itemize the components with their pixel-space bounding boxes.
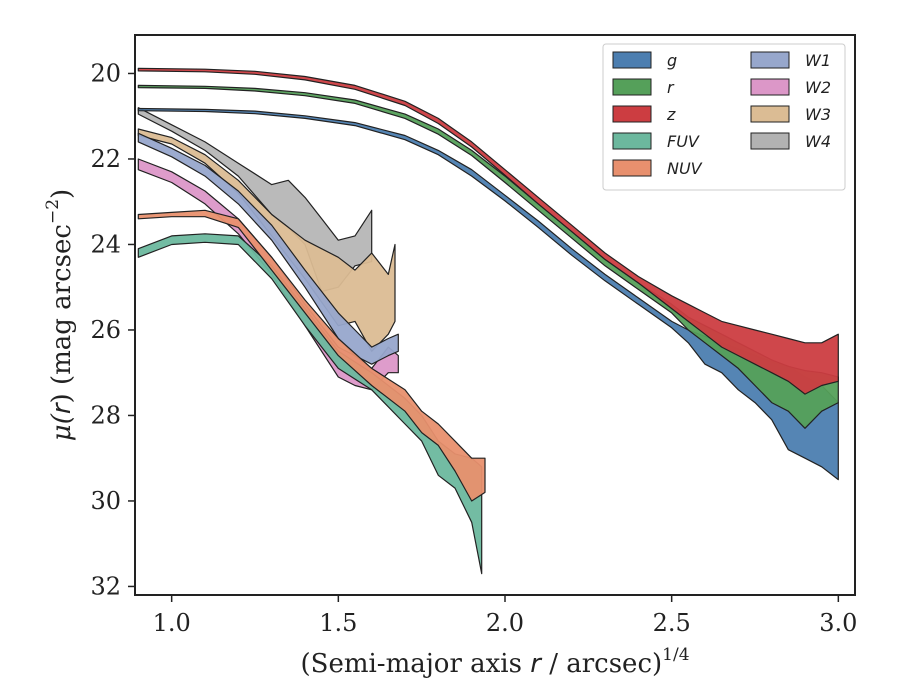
plot-frame bbox=[134, 34, 856, 596]
legend: grz FUV NUV W1 W2 W3 W4 bbox=[602, 43, 846, 191]
y-tick-label: 22 bbox=[90, 145, 121, 173]
legend-label-g: g bbox=[667, 51, 677, 70]
legend-swatch-W1 bbox=[750, 51, 790, 69]
legend-swatch-W4 bbox=[750, 132, 790, 150]
legend-label-W4: W4 bbox=[805, 132, 831, 151]
x-tick-label: 1.0 bbox=[153, 609, 191, 637]
x-tick-label: 1.5 bbox=[319, 609, 357, 637]
legend-label-NUV: NUV bbox=[667, 159, 703, 178]
band-g bbox=[137, 107, 839, 481]
y-axis-ticks: 20 22 24 26 28 30 32 bbox=[90, 59, 135, 600]
x-axis-label: (Semi-major axis r / arcsec)1/4 bbox=[300, 645, 689, 679]
band-r bbox=[137, 84, 839, 429]
legend-swatch-W3 bbox=[750, 105, 790, 123]
y-axis-label: μ(r) (mag arcsec−2) bbox=[43, 189, 77, 441]
y-tick-label: 26 bbox=[90, 316, 121, 344]
band-W1 bbox=[137, 132, 399, 365]
legend-swatch-z bbox=[612, 105, 652, 123]
y-tick-label: 32 bbox=[90, 572, 121, 600]
band-z bbox=[137, 67, 839, 395]
legend-label-r: r bbox=[667, 78, 675, 97]
legend-label-z: z bbox=[666, 105, 676, 124]
x-tick-label: 2.5 bbox=[653, 609, 691, 637]
legend-swatch-r bbox=[612, 78, 652, 96]
y-tick-label: 30 bbox=[90, 487, 121, 515]
x-tick-label: 3.0 bbox=[819, 609, 857, 637]
legend-swatch-FUV bbox=[612, 132, 652, 150]
legend-label-FUV: FUV bbox=[667, 132, 700, 151]
data-bands bbox=[137, 67, 839, 575]
legend-label-W2: W2 bbox=[805, 78, 831, 97]
legend-swatch-g bbox=[612, 51, 652, 69]
x-axis-ticks: 1.0 1.5 2.0 2.5 3.0 bbox=[153, 595, 857, 637]
legend-swatch-NUV bbox=[612, 159, 652, 177]
x-tick-label: 2.0 bbox=[486, 609, 524, 637]
y-tick-label: 20 bbox=[90, 59, 121, 87]
legend-label-W3: W3 bbox=[805, 105, 831, 124]
y-tick-label: 24 bbox=[90, 230, 121, 258]
y-tick-label: 28 bbox=[90, 401, 121, 429]
legend-swatch-W2 bbox=[750, 78, 790, 96]
legend-label-W1: W1 bbox=[805, 51, 831, 70]
band-NUV bbox=[137, 209, 486, 502]
